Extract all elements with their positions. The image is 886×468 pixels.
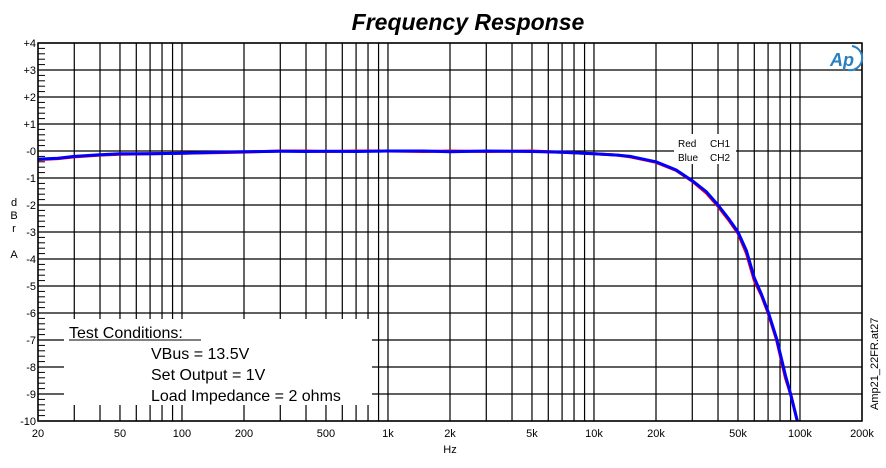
y-tick-label: +4	[23, 38, 36, 50]
y-tick-label: -3	[26, 227, 36, 239]
series-line-ch2	[37, 149, 799, 422]
x-tick-label: 1k	[382, 428, 394, 440]
x-axis-label: Hz	[443, 444, 456, 456]
x-tick-label: 200	[235, 428, 253, 440]
legend-label-1: CH1	[710, 139, 730, 150]
y-tick-label: -8	[26, 362, 36, 374]
x-tick-label: 200k	[850, 428, 874, 440]
y-tick-label: -6	[26, 308, 36, 320]
x-axis-ticks: 20 50 100 200 500 1k 2k 5k 10k 20k 50k 100k 200k	[32, 428, 875, 440]
y-axis-label-char: r	[12, 223, 16, 235]
chart-title: Frequency Response	[352, 9, 585, 35]
legend-color-1: Red	[678, 139, 696, 150]
x-tick-label: 500	[317, 428, 335, 440]
x-tick-label: 2k	[444, 428, 456, 440]
y-tick-label: -2	[26, 200, 36, 212]
y-tick-label: -0	[26, 146, 36, 158]
legend: Red CH1 Blue CH2	[674, 134, 736, 164]
condition-output: Set Output = 1V	[151, 367, 266, 384]
test-conditions-box: Test Conditions: VBus = 13.5V Set Output…	[64, 319, 372, 405]
y-tick-label: -10	[20, 416, 36, 428]
y-tick-label: -4	[26, 254, 36, 266]
test-conditions-title: Test Conditions:	[69, 325, 183, 342]
condition-load: Load Impedance = 2 ohms	[151, 388, 341, 405]
ap-logo: Ap	[829, 45, 864, 72]
x-tick-label: 100	[173, 428, 191, 440]
x-tick-label: 50k	[729, 428, 747, 440]
y-axis-label: dBr A	[10, 197, 18, 261]
y-axis-label-char: A	[10, 249, 18, 261]
x-tick-label: 100k	[788, 428, 812, 440]
y-tick-label: -7	[26, 335, 36, 347]
x-tick-label: 5k	[526, 428, 538, 440]
x-tick-label: 10k	[585, 428, 603, 440]
y-tick-label: -5	[26, 281, 36, 293]
y-tick-label: -9	[26, 389, 36, 401]
x-tick-label: 50	[114, 428, 126, 440]
ap-logo-text: Ap	[829, 50, 854, 70]
condition-vbus: VBus = 13.5V	[151, 346, 250, 363]
legend-label-2: CH2	[710, 153, 730, 164]
y-tick-label: +2	[23, 92, 36, 104]
y-axis-ticks: +4 +3 +2 +1 -0 -1 -2 -3 -4 -5 -6 -7 -8 -9 -10	[20, 38, 45, 428]
legend-color-2: Blue	[678, 153, 698, 164]
y-axis-label-char: d	[11, 197, 17, 209]
y-axis-label-char: B	[10, 210, 17, 222]
file-label: Amp21_22FR.at27	[869, 318, 881, 410]
x-tick-label: 20k	[647, 428, 665, 440]
y-tick-label: +3	[23, 65, 36, 77]
y-tick-label: -1	[26, 173, 36, 185]
y-tick-label: +1	[23, 119, 36, 131]
series-group	[37, 149, 799, 422]
x-tick-label: 20	[32, 428, 44, 440]
plot-frame	[37, 42, 863, 422]
